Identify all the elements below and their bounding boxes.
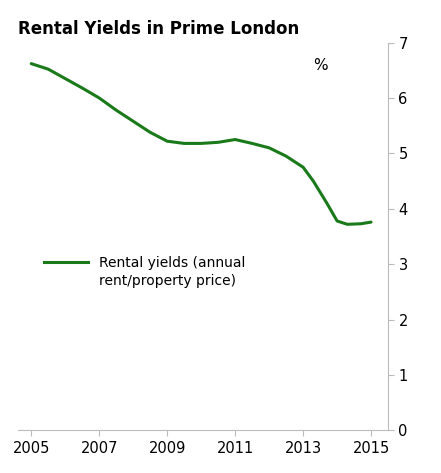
Text: Rental Yields in Prime London: Rental Yields in Prime London <box>18 20 299 38</box>
Text: Rental yields (annual
rent/property price): Rental yields (annual rent/property pric… <box>99 256 246 288</box>
Text: %: % <box>313 58 328 73</box>
